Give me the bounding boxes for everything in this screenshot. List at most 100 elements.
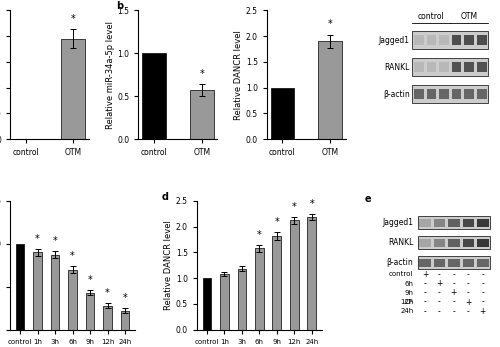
- Text: *: *: [105, 288, 110, 298]
- Text: *: *: [122, 293, 128, 303]
- Y-axis label: Relative miR-34a-5p level: Relative miR-34a-5p level: [106, 21, 114, 129]
- Text: -: -: [452, 279, 455, 288]
- Text: 12h: 12h: [400, 299, 413, 305]
- Bar: [103, 306, 112, 330]
- Bar: [418, 256, 490, 269]
- Text: -: -: [452, 298, 455, 307]
- Bar: [477, 89, 486, 100]
- Text: -: -: [424, 307, 426, 316]
- Text: b: b: [116, 1, 123, 11]
- Bar: [255, 248, 264, 330]
- Bar: [452, 35, 462, 45]
- Text: *: *: [70, 251, 75, 261]
- Bar: [202, 278, 211, 330]
- Bar: [412, 31, 488, 49]
- Bar: [33, 252, 42, 330]
- Y-axis label: Relative DANCR level: Relative DANCR level: [234, 30, 243, 120]
- Bar: [86, 293, 94, 330]
- Text: -: -: [424, 288, 426, 297]
- Text: *: *: [310, 199, 314, 209]
- Bar: [462, 219, 474, 227]
- Bar: [220, 274, 229, 330]
- Text: *: *: [274, 217, 279, 227]
- Bar: [68, 270, 77, 330]
- Bar: [426, 35, 436, 45]
- Text: *: *: [88, 275, 92, 285]
- Text: control: control: [389, 271, 413, 277]
- Bar: [419, 259, 430, 267]
- Bar: [477, 62, 486, 73]
- Text: -: -: [438, 298, 441, 307]
- Bar: [462, 259, 474, 267]
- Bar: [412, 85, 488, 103]
- Text: *: *: [328, 19, 332, 29]
- Bar: [418, 236, 490, 249]
- Text: 24h: 24h: [400, 308, 413, 314]
- Text: CF: CF: [404, 299, 413, 305]
- Text: -: -: [467, 270, 469, 279]
- Text: Jagged1: Jagged1: [382, 218, 414, 227]
- Text: +: +: [480, 307, 486, 316]
- Bar: [120, 311, 130, 330]
- Text: +: +: [422, 270, 428, 279]
- Text: +: +: [450, 288, 457, 297]
- Text: -: -: [467, 307, 469, 316]
- Y-axis label: Relative DANCR level: Relative DANCR level: [164, 220, 173, 310]
- Bar: [452, 89, 462, 100]
- Text: +: +: [436, 279, 442, 288]
- Text: *: *: [71, 14, 76, 24]
- Bar: [448, 219, 460, 227]
- Text: -: -: [438, 270, 441, 279]
- Text: 9h: 9h: [404, 290, 413, 296]
- Bar: [419, 219, 430, 227]
- Bar: [290, 220, 298, 330]
- Bar: [452, 62, 462, 73]
- Bar: [426, 89, 436, 100]
- Text: RANKL: RANKL: [384, 62, 409, 71]
- Bar: [238, 269, 246, 330]
- Bar: [434, 259, 445, 267]
- Text: OTM: OTM: [460, 12, 478, 21]
- Bar: [448, 259, 460, 267]
- Text: e: e: [364, 194, 371, 204]
- Bar: [426, 62, 436, 73]
- Bar: [16, 244, 24, 330]
- Bar: [464, 35, 474, 45]
- Bar: [464, 89, 474, 100]
- Text: Jagged1: Jagged1: [378, 35, 410, 44]
- Text: -: -: [452, 270, 455, 279]
- Text: *: *: [52, 236, 58, 246]
- Text: *: *: [35, 234, 40, 244]
- Bar: [142, 53, 166, 139]
- Bar: [477, 219, 488, 227]
- Text: β-actin: β-actin: [383, 90, 409, 99]
- Text: β-actin: β-actin: [386, 258, 413, 267]
- Bar: [272, 236, 281, 330]
- Text: -: -: [452, 307, 455, 316]
- Text: -: -: [467, 279, 469, 288]
- Bar: [434, 239, 445, 247]
- Text: -: -: [438, 288, 441, 297]
- Bar: [414, 62, 424, 73]
- Bar: [439, 89, 449, 100]
- Bar: [464, 62, 474, 73]
- Bar: [419, 239, 430, 247]
- Bar: [412, 58, 488, 76]
- Bar: [477, 35, 486, 45]
- Text: -: -: [438, 307, 441, 316]
- Text: *: *: [200, 69, 204, 79]
- Bar: [439, 62, 449, 73]
- Text: -: -: [482, 288, 484, 297]
- Bar: [418, 217, 490, 229]
- Bar: [434, 219, 445, 227]
- Bar: [439, 35, 449, 45]
- Text: -: -: [424, 279, 426, 288]
- Bar: [414, 35, 424, 45]
- Text: -: -: [482, 298, 484, 307]
- Bar: [477, 259, 488, 267]
- Bar: [477, 239, 488, 247]
- Text: -: -: [482, 270, 484, 279]
- Bar: [62, 39, 85, 139]
- Bar: [308, 218, 316, 330]
- Text: d: d: [162, 192, 169, 202]
